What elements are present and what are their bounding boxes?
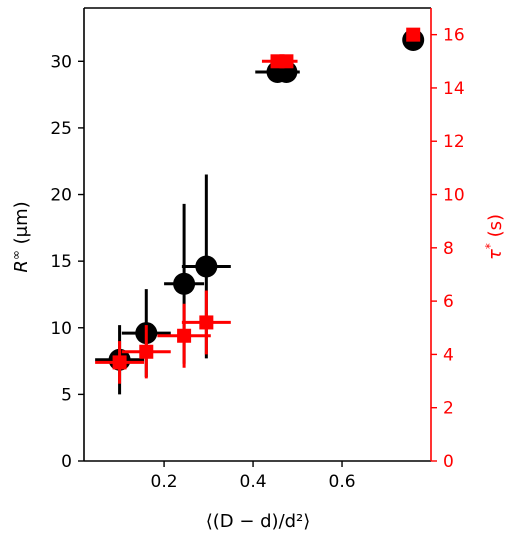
y-left-tick-label: 20 [50,186,72,206]
tau-data-point [112,355,127,370]
y-axis-right-label-var: τ [485,249,506,260]
y-left-tick-label: 30 [50,52,72,72]
tau-data-point [406,27,421,42]
y-axis-right-label-sup: * [483,243,497,249]
radius-data-point [173,272,196,295]
y-axis-left-label-sup: ∞ [9,250,23,260]
y-left-tick-label: 0 [61,452,72,472]
y-axis-right: 0 2 4 6 8 10 12 14 16 [431,26,465,472]
y-left-tick-label: 10 [50,319,72,339]
y-left-tick-label: 25 [50,119,72,139]
x-tick-label: 0.4 [240,472,267,492]
y-right-tick-label: 10 [443,186,465,206]
tau-data-point [199,315,214,330]
y-axis-left: 0 5 10 15 20 25 30 [50,52,84,472]
series-tau [95,27,421,384]
y-left-tick-label: 15 [50,252,72,272]
tau-data-point [279,54,294,69]
y-axis-left-label: R∞ (μm) [9,201,32,272]
x-axis-label: ⟨(D − d)/d²⟩ [206,511,311,532]
y-right-tick-label: 6 [443,292,454,312]
x-axis: 0.2 0.4 0.6 [151,461,356,492]
x-tick-label: 0.2 [151,472,178,492]
y-axis-right-label: τ* (s) [483,214,506,260]
tau-data-point [139,344,154,359]
y-right-tick-label: 14 [443,79,465,99]
y-right-tick-label: 0 [443,452,454,472]
tau-data-point [177,328,192,343]
y-right-tick-label: 4 [443,345,454,365]
y-axis-left-label-unit: (μm) [11,201,32,250]
y-right-tick-label: 8 [443,239,454,259]
radius-data-point [195,255,218,278]
y-right-tick-label: 16 [443,26,465,46]
x-tick-label: 0.6 [329,472,356,492]
y-right-tick-label: 12 [443,132,465,152]
series-radius [95,28,425,395]
y-axis-left-label-var: R [11,260,32,273]
y-axis-right-label-unit: (s) [485,214,506,243]
y-right-tick-label: 2 [443,399,454,419]
plot-area [83,7,432,462]
y-left-tick-label: 5 [61,385,72,405]
